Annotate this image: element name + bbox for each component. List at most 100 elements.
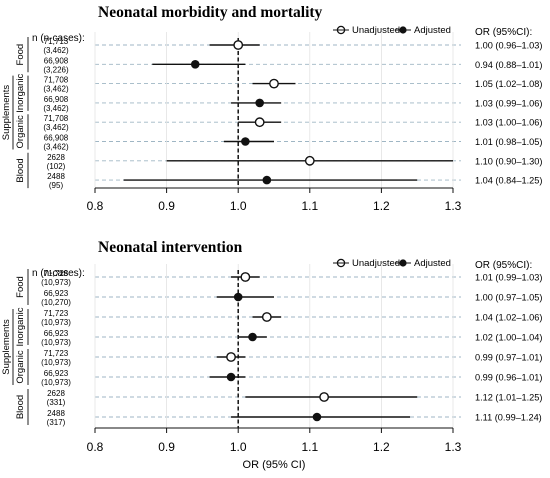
row-n-label: 2628 [47,153,65,162]
row-n-label: 71,728 [44,269,69,278]
row-n-label: 71,723 [44,309,69,318]
group-label: Inorganic [15,73,26,112]
group-label: Organic [15,350,26,384]
legend-label-unadjusted: Unadjusted [352,258,400,269]
row-or-ci-text: 1.03 (1.00–1.06) [475,118,542,128]
row-cases-label: (102) [47,162,66,171]
row-or-ci-text: 1.05 (1.02–1.08) [475,79,542,89]
legend-label-adjusted: Adjusted [414,258,451,269]
outer-group-label: Supplements [1,319,12,375]
x-tick-label: 0.8 [87,440,104,454]
chart-title: Neonatal morbidity and mortality [98,4,323,21]
n-cases-header: n (n-cases): [32,268,85,279]
point-adjusted [248,332,257,342]
point-adjusted [312,412,322,422]
row-or-ci-text: 0.94 (0.88–1.01) [475,60,542,70]
point-unadjusted [319,392,330,402]
x-tick-label: 1.1 [301,440,318,454]
forest-plot-morbidity: Neonatal morbidity and mortality n (n-cas… [1,4,542,213]
row-n-label: 2488 [47,409,65,418]
row-cases-label: (95) [49,181,64,190]
forest-plot-intervention: Neonatal intervention n (n-cases): OR (95%… [1,239,542,471]
row-cases-label: (10,973) [41,358,71,367]
legend-label-unadjusted: Unadjusted [352,25,400,36]
x-tick-label: 0.9 [158,440,175,454]
x-tick-label: 1.2 [373,199,390,213]
point-adjusted [233,292,243,302]
row-or-ci-text: 1.11 (0.99–1.24) [475,413,542,423]
row-or-ci-text: 1.01 (0.99–1.03) [475,273,542,283]
row-cases-label: (10,270) [41,298,71,307]
legend-marker-adjusted [399,26,407,34]
row-n-label: 66,908 [44,56,69,65]
row-cases-label: (10,973) [41,338,71,347]
row-or-ci-text: 1.04 (0.84–1.25) [475,176,542,186]
row-cases-label: (3,462) [43,143,69,152]
x-tick-label: 1.2 [373,440,390,454]
point-adjusted [226,372,236,382]
x-tick-label: 1.3 [445,440,462,454]
point-unadjusted [233,40,244,50]
row-or-ci-text: 1.12 (1.01–1.25) [475,393,542,403]
or-ci-header: OR (95%CI): [475,27,532,38]
x-tick-label: 1.0 [230,199,247,213]
n-cases-header: n (n-cases): [32,33,85,44]
x-axis-label: OR (95% CI) [243,459,306,471]
row-or-ci-text: 0.99 (0.96–1.01) [475,373,542,383]
group-label: Organic [15,115,26,149]
x-tick-label: 1.1 [301,199,318,213]
legend-marker-adjusted [399,259,407,267]
panel-morbidity: Neonatal morbidity and mortality n (n-cas… [0,0,550,236]
row-cases-label: (3,462) [43,123,69,132]
x-tick-label: 0.8 [87,199,104,213]
point-adjusted [255,98,264,108]
row-cases-label: (10,973) [41,318,71,327]
point-unadjusted [240,272,251,282]
group-label: Food [15,276,26,298]
legend-label-adjusted: Adjusted [414,25,451,36]
row-cases-label: (10,973) [41,278,71,287]
point-unadjusted [254,117,265,128]
row-n-label: 66,923 [44,289,69,298]
or-ci-header: OR (95%CI): [475,260,532,271]
group-label: Food [15,44,26,66]
row-or-ci-text: 1.00 (0.96–1.03) [475,41,542,51]
point-adjusted [190,60,200,69]
row-cases-label: (10,973) [41,378,71,387]
group-label: Blood [15,158,26,182]
row-n-label: 66,923 [44,329,69,338]
row-n-label: 2628 [47,389,65,398]
row-n-label: 71,723 [44,349,69,358]
point-unadjusted [269,78,279,89]
chart-title: Neonatal intervention [98,239,243,256]
row-cases-label: (3,462) [43,85,69,94]
outer-group-label: Supplements [1,85,12,141]
row-n-label: 71,708 [44,114,69,123]
point-adjusted [241,137,250,146]
row-n-label: 66,908 [44,134,69,143]
row-or-ci-text: 1.00 (0.97–1.05) [475,293,542,303]
row-n-label: 2488 [47,172,65,181]
row-cases-label: (3,226) [43,65,69,74]
x-tick-label: 1.0 [230,440,247,454]
row-cases-label: (3,462) [43,104,69,113]
row-n-label: 66,923 [44,369,69,378]
row-or-ci-text: 1.02 (1.00–1.04) [475,333,542,343]
point-unadjusted [226,352,236,362]
group-label: Inorganic [15,307,26,346]
point-adjusted [262,175,272,185]
row-n-label: 71,713 [44,37,69,46]
row-or-ci-text: 1.10 (0.90–1.30) [475,156,542,166]
row-or-ci-text: 1.04 (1.02–1.06) [475,313,542,323]
panel-intervention: Neonatal intervention n (n-cases): OR (95%… [0,236,550,473]
row-n-label: 71,708 [44,76,69,85]
row-or-ci-text: 0.99 (0.97–1.01) [475,353,542,363]
x-tick-label: 1.3 [445,199,462,213]
row-or-ci-text: 1.01 (0.98–1.05) [475,137,542,147]
row-cases-label: (331) [47,398,66,407]
row-cases-label: (317) [47,418,66,427]
x-tick-label: 0.9 [158,199,175,213]
row-n-label: 66,908 [44,95,69,104]
point-unadjusted [304,155,315,166]
group-label: Blood [15,395,26,419]
